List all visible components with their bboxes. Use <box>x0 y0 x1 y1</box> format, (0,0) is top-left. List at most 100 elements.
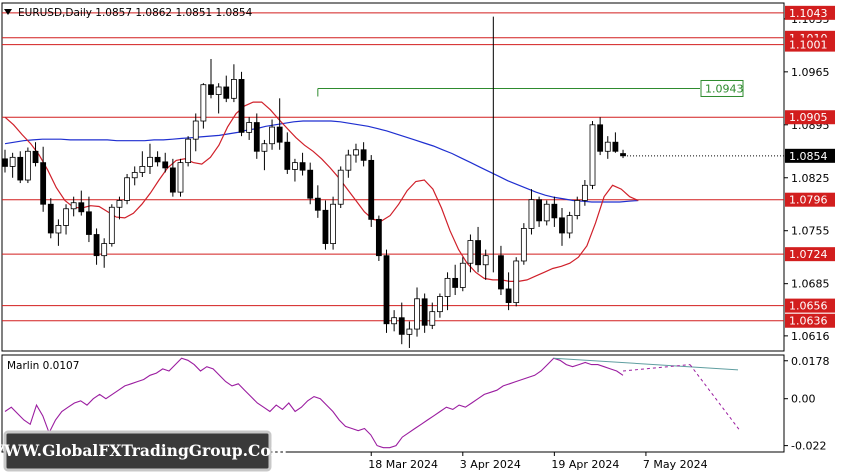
candle[interactable] <box>551 203 558 219</box>
candle[interactable] <box>284 141 291 170</box>
candle[interactable] <box>398 317 405 335</box>
candle[interactable] <box>475 240 481 266</box>
candle[interactable] <box>581 184 588 201</box>
candle[interactable] <box>414 298 420 330</box>
candle[interactable] <box>192 120 199 140</box>
candle[interactable] <box>322 209 329 244</box>
candle[interactable] <box>574 200 581 216</box>
candle[interactable] <box>177 162 184 193</box>
candle[interactable] <box>238 79 245 133</box>
candle[interactable] <box>566 215 573 234</box>
candle[interactable] <box>589 124 596 186</box>
candle[interactable] <box>40 162 47 205</box>
candle[interactable] <box>116 200 123 208</box>
candle[interactable] <box>147 156 153 167</box>
candle[interactable] <box>108 206 115 244</box>
level-label-box <box>785 37 835 52</box>
candle[interactable] <box>345 154 352 171</box>
candle[interactable] <box>406 328 413 335</box>
candle[interactable] <box>421 298 428 326</box>
candle[interactable] <box>459 262 466 288</box>
y-tick-label: 1.0755 <box>791 225 830 238</box>
sub-y-tick-label: 0.00 <box>791 393 816 406</box>
y-tick-label: 1.0965 <box>791 66 830 79</box>
x-axis: 18 Mar 2024 3 Apr 2024 19 Apr 2024 7 May 20… <box>368 452 708 471</box>
candle[interactable] <box>215 86 222 95</box>
candle[interactable] <box>330 203 336 244</box>
candle[interactable] <box>70 202 77 210</box>
candle[interactable] <box>498 255 504 290</box>
candle[interactable] <box>528 199 535 229</box>
candle[interactable] <box>536 199 542 222</box>
candle[interactable] <box>32 150 39 164</box>
candle[interactable] <box>368 159 375 220</box>
candle[interactable] <box>444 277 451 297</box>
candle[interactable] <box>261 143 268 152</box>
candle[interactable] <box>169 167 176 193</box>
candle[interactable] <box>482 255 489 266</box>
candle[interactable] <box>604 141 611 152</box>
candle[interactable] <box>452 277 459 288</box>
marlin-panel-frame <box>1 354 785 453</box>
candle[interactable] <box>353 149 359 156</box>
candle[interactable] <box>360 149 367 161</box>
candle[interactable] <box>597 124 604 152</box>
target-label: 1.0943 <box>705 82 744 95</box>
price-panel: 1.10351.09651.08951.08251.07551.06851.06… <box>1 2 835 352</box>
candle[interactable] <box>230 79 237 99</box>
candle[interactable] <box>429 311 436 326</box>
candle[interactable] <box>78 202 85 213</box>
candle[interactable] <box>55 225 62 234</box>
candle[interactable] <box>185 138 192 164</box>
candle[interactable] <box>9 156 16 167</box>
candle[interactable] <box>620 153 626 157</box>
candle[interactable] <box>292 162 298 170</box>
price-panel-frame <box>1 2 785 352</box>
marlin-panel: 0.0178 0.00 -0.022 Marlin 0.0107 <box>1 354 830 453</box>
candle[interactable] <box>437 296 443 313</box>
candle[interactable] <box>612 141 619 152</box>
candle[interactable] <box>383 255 390 325</box>
candle[interactable] <box>86 211 92 235</box>
candle[interactable] <box>467 240 474 264</box>
candle[interactable] <box>139 166 146 173</box>
candle[interactable] <box>520 228 527 262</box>
candle[interactable] <box>559 217 565 234</box>
candle[interactable] <box>505 288 512 303</box>
candle[interactable] <box>246 122 253 133</box>
candle[interactable] <box>131 172 138 179</box>
candle[interactable] <box>101 243 108 257</box>
candle[interactable] <box>17 156 24 181</box>
candle[interactable] <box>307 169 314 199</box>
candle[interactable] <box>269 126 275 145</box>
sub-y-tick-label: 0.0178 <box>791 355 830 368</box>
level-label: 1.1043 <box>789 7 828 20</box>
candle[interactable] <box>47 203 54 234</box>
candle[interactable] <box>299 162 306 171</box>
candle[interactable] <box>543 203 550 222</box>
watermark-box: WWW.GlobalFXTradingGroup.Com <box>0 430 288 472</box>
candle[interactable] <box>337 169 344 205</box>
candle[interactable] <box>2 158 8 167</box>
candle[interactable] <box>63 208 69 226</box>
x-tick-label: 18 Mar 2024 <box>368 458 438 471</box>
candle[interactable] <box>276 126 283 143</box>
candle[interactable] <box>154 156 161 163</box>
candle[interactable] <box>162 161 169 169</box>
candle[interactable] <box>253 122 260 152</box>
candle[interactable] <box>223 86 230 99</box>
candle[interactable] <box>513 260 520 303</box>
target-label-box <box>700 79 744 97</box>
collapse-triangle-icon[interactable] <box>4 9 12 15</box>
candle[interactable] <box>391 317 398 325</box>
watermark-text: WWW.GlobalFXTradingGroup.Com <box>0 441 288 460</box>
candle[interactable] <box>200 84 207 122</box>
candle[interactable] <box>24 150 31 181</box>
candle[interactable] <box>124 177 130 201</box>
candle[interactable] <box>314 197 321 211</box>
candle[interactable] <box>375 218 382 257</box>
candle[interactable] <box>208 84 214 95</box>
level-label: 1.0636 <box>789 315 828 328</box>
x-tick-label: 3 Apr 2024 <box>460 458 521 471</box>
candle[interactable] <box>93 234 100 257</box>
